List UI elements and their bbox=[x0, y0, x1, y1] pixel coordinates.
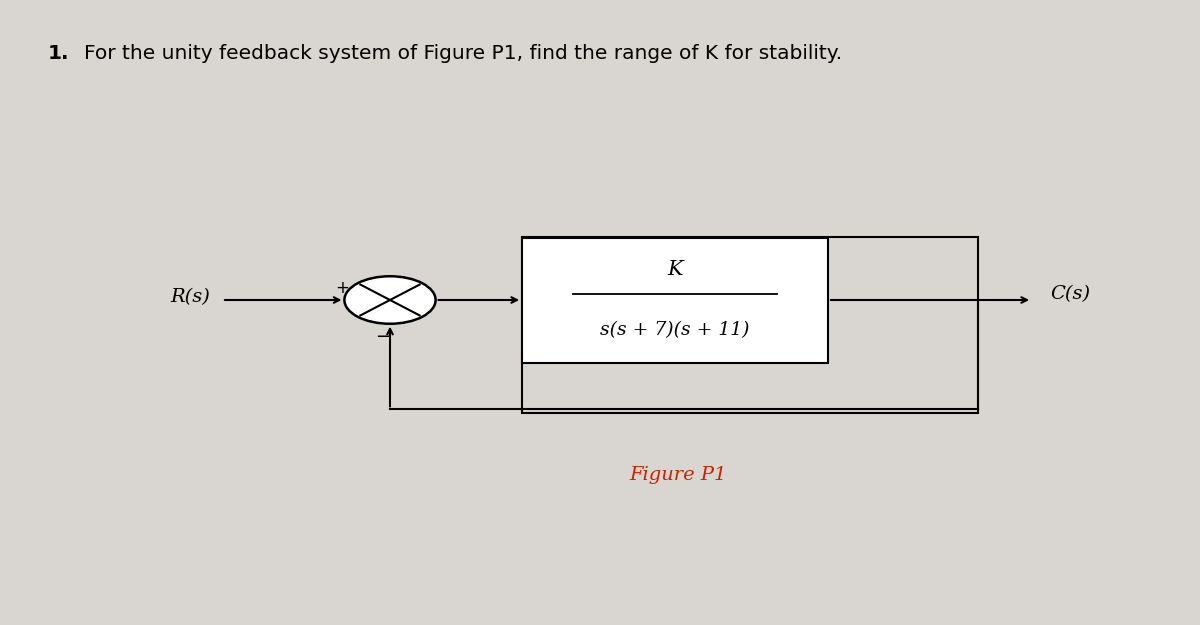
Text: −: − bbox=[376, 328, 391, 346]
Text: +: + bbox=[335, 279, 349, 297]
Text: C(s): C(s) bbox=[1050, 285, 1090, 302]
Text: R(s): R(s) bbox=[170, 288, 210, 306]
Text: s(s + 7)(s + 11): s(s + 7)(s + 11) bbox=[600, 321, 750, 339]
Circle shape bbox=[344, 276, 436, 324]
Text: Figure P1: Figure P1 bbox=[629, 466, 727, 484]
Text: 1.: 1. bbox=[48, 44, 70, 63]
Bar bbox=[522, 238, 828, 362]
Bar bbox=[522, 238, 978, 412]
Text: For the unity feedback system of Figure P1, find the range of K for stability.: For the unity feedback system of Figure … bbox=[84, 44, 842, 63]
Text: K: K bbox=[667, 261, 683, 279]
